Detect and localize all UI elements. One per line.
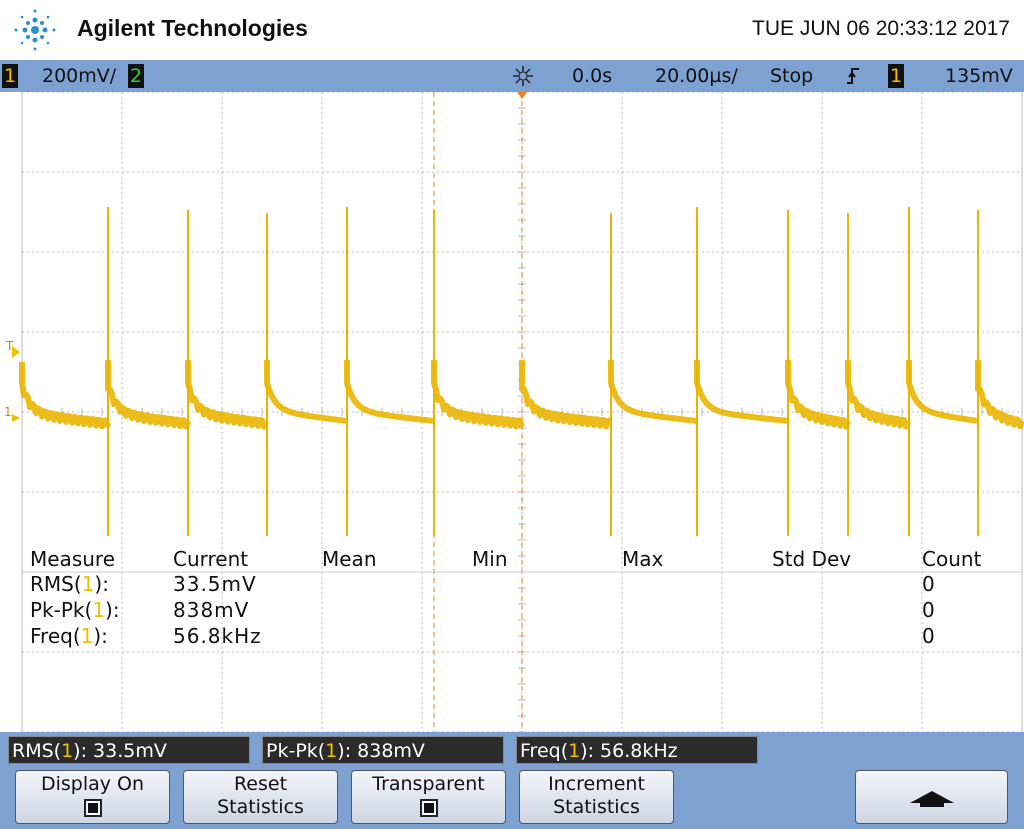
measurement-label: Pk-Pk(1):	[30, 598, 120, 622]
label-part: Pk-Pk(	[30, 598, 93, 622]
measurement-count: 0	[922, 572, 935, 596]
measurement-count: 0	[922, 624, 935, 648]
readout-part: 1	[325, 740, 338, 762]
channel-1-badge[interactable]: 1	[2, 64, 18, 88]
measurement-current: 56.8kHz	[173, 624, 262, 648]
acquire-icon	[513, 66, 533, 86]
readout-part: Pk-Pk(	[266, 740, 326, 762]
timebase: 20.00µs/	[655, 65, 738, 87]
measurement-current: 838mV	[173, 598, 250, 622]
checkbox	[83, 798, 102, 817]
softkey[interactable]: Increment Statistics	[519, 770, 674, 824]
table-header: Current	[173, 547, 249, 571]
softkey[interactable]: Reset Statistics	[183, 770, 338, 824]
waveform-trace	[19, 360, 1024, 430]
table-header: Measure	[30, 547, 115, 571]
delay: 0.0s	[572, 65, 613, 87]
trigger-level-marker	[12, 346, 20, 358]
channel-2-badge[interactable]: 2	[128, 64, 144, 88]
channel-ground-marker	[12, 414, 20, 422]
trigger-position-marker	[517, 92, 527, 99]
readout: Pk-Pk(1): 838mV	[262, 736, 504, 764]
checkbox-row	[16, 796, 169, 819]
label-part: 1	[80, 624, 94, 648]
softkey-label: Statistics	[553, 796, 640, 818]
softkey-up[interactable]	[855, 770, 1008, 824]
measurement-count: 0	[922, 598, 935, 622]
label-part: Freq(	[30, 624, 81, 648]
trigger-source-badge: 1	[888, 64, 904, 88]
table-header: Mean	[322, 547, 377, 571]
readout-part: 1	[61, 740, 74, 762]
label-part: ):	[105, 598, 120, 622]
table-header: Max	[622, 547, 664, 571]
label-part: RMS(	[30, 572, 82, 596]
ch1-scale: 200mV/	[42, 65, 117, 87]
readout-part: ): 838mV	[337, 740, 425, 762]
trigger-marker-label: T	[5, 339, 14, 353]
readout-part: 1	[568, 740, 581, 762]
softkey-label: Display On	[40, 773, 145, 795]
readout: RMS(1): 33.5mV	[8, 736, 250, 764]
measurement-label: Freq(1):	[30, 624, 108, 648]
label-part: 1	[92, 598, 106, 622]
readout-part: RMS(	[12, 740, 62, 762]
readout-part: ): 56.8kHz	[580, 740, 678, 762]
table-header: Std Dev	[772, 547, 852, 571]
run-state: Stop	[770, 65, 814, 87]
softkey-label: Reset	[233, 773, 288, 795]
checkbox-row	[352, 796, 505, 819]
label-part: ):	[94, 572, 109, 596]
header: Agilent Technologies TUE JUN 06 20:33:12…	[0, 0, 1024, 60]
logo	[14, 9, 56, 51]
table-header: Min	[472, 547, 508, 571]
table-header: Count	[922, 547, 982, 571]
status-bar: 1 200mV/ 2 0.0s 20.00µs/ Stop 1 135mV	[0, 60, 1024, 92]
softkey[interactable]: Display On	[15, 770, 170, 824]
measurement-label: RMS(1):	[30, 572, 109, 596]
trigger-level: 135mV	[945, 65, 1013, 87]
measurement-current: 33.5mV	[173, 572, 257, 596]
label-part: ):	[93, 624, 108, 648]
waveform-display: T 1	[4, 92, 1024, 732]
softkey-label: Increment	[548, 773, 645, 795]
readout-part: ): 33.5mV	[73, 740, 167, 762]
channel-marker-label: 1	[4, 405, 12, 419]
up-arrow	[909, 791, 954, 807]
checkbox	[419, 798, 438, 817]
softkey-label: Transparent	[372, 773, 485, 795]
datetime: TUE JUN 06 20:33:12 2017	[752, 17, 1010, 40]
brand: Agilent Technologies	[77, 15, 308, 41]
softkey-label: Statistics	[217, 796, 304, 818]
readout-part: Freq(	[520, 740, 569, 762]
softkey[interactable]: Transparent	[351, 770, 506, 824]
label-part: 1	[81, 572, 95, 596]
softkey-bar: RMS(1): 33.5mV Pk-Pk(1): 838mV Freq(1): 56…	[0, 732, 1024, 829]
trigger-edge-icon	[847, 68, 859, 84]
readout: Freq(1): 56.8kHz	[516, 736, 758, 764]
